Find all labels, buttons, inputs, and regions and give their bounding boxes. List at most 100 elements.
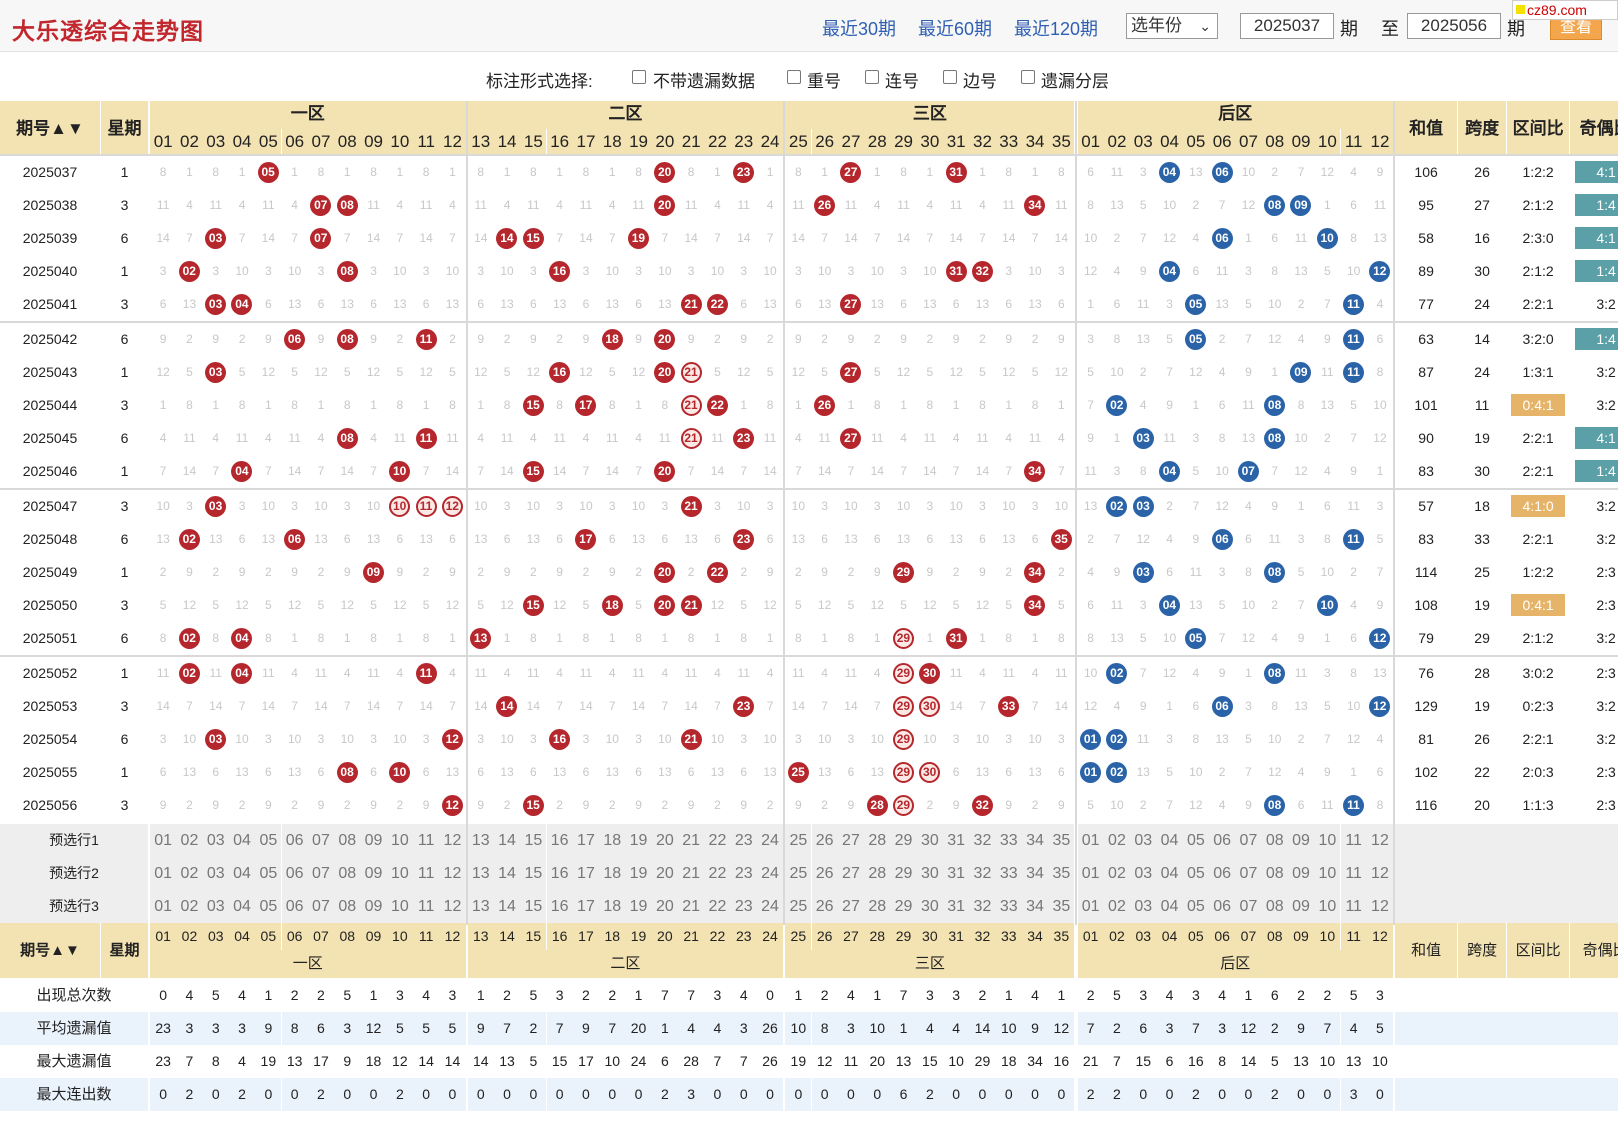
back-ball[interactable]: 12 xyxy=(1369,628,1391,649)
omission-cell[interactable]: 14 xyxy=(552,464,567,478)
period-cell[interactable]: 2025056 xyxy=(22,797,78,813)
preselect-number[interactable]: 22 xyxy=(704,857,731,890)
stats-cell[interactable]: 1 xyxy=(1048,979,1075,1012)
omission-cell[interactable]: 10 xyxy=(605,732,619,746)
preselect-number[interactable]: 26 xyxy=(811,857,838,890)
omission-cell[interactable]: 3 xyxy=(979,499,986,513)
stats-cell[interactable]: 2 xyxy=(281,979,308,1012)
front-number-header[interactable]: 31 xyxy=(943,128,970,156)
omission-cell[interactable]: 2 xyxy=(343,798,351,812)
stats-cell[interactable]: 0 xyxy=(811,1078,838,1111)
omission-cell[interactable]: 14 xyxy=(684,699,698,713)
omission-cell[interactable]: 14 xyxy=(817,464,832,478)
back-number-header[interactable]: 09 xyxy=(1287,128,1315,156)
span-cell[interactable]: 19 xyxy=(1474,597,1490,613)
omission-cell[interactable]: 11 xyxy=(419,198,433,212)
omission-cell[interactable]: 5 xyxy=(396,365,404,379)
omission-cell[interactable]: 10 xyxy=(474,499,488,513)
omission-cell[interactable]: 1 xyxy=(1087,297,1094,311)
omission-cell[interactable]: 11 xyxy=(1321,798,1334,812)
omission-cell[interactable]: 11 xyxy=(1055,198,1068,212)
front-ball[interactable]: 33 xyxy=(998,696,1020,717)
omission-cell[interactable]: 2 xyxy=(1031,332,1039,346)
back-number-header[interactable]: 02 xyxy=(1103,128,1131,156)
omission-cell[interactable]: 1 xyxy=(635,398,642,412)
stats-cell[interactable]: 1 xyxy=(785,979,812,1012)
omission-cell[interactable]: 6 xyxy=(926,532,934,546)
preselect-number[interactable]: 35 xyxy=(1048,890,1075,923)
preselect-number[interactable]: 30 xyxy=(916,857,943,890)
omission-cell[interactable]: 3 xyxy=(766,499,774,513)
stats-cell[interactable]: 1 xyxy=(467,979,494,1012)
stats-cell[interactable]: 21 xyxy=(1077,1045,1104,1078)
omission-cell[interactable]: 10 xyxy=(1346,264,1361,278)
omission-cell[interactable]: 4 xyxy=(1113,699,1121,713)
omission-cell[interactable]: 11 xyxy=(235,431,249,445)
front-number-header[interactable]: 29 xyxy=(890,128,917,156)
preselect-number[interactable]: 25 xyxy=(785,857,812,890)
omission-cell[interactable]: 12 xyxy=(366,365,381,379)
footer-front-number[interactable]: 03 xyxy=(202,923,229,950)
front-ball[interactable]: 21 xyxy=(680,496,702,517)
omission-cell[interactable]: 1 xyxy=(317,398,325,412)
omission-cell[interactable]: 6 xyxy=(396,532,404,546)
omission-cell[interactable]: 12 xyxy=(1083,699,1098,713)
omission-cell[interactable]: 11 xyxy=(711,431,724,445)
stats-cell[interactable]: 3 xyxy=(1366,979,1394,1012)
oddeven-cell[interactable]: 2:3 xyxy=(1596,564,1616,580)
ratio-cell[interactable]: 0:4:1 xyxy=(1511,594,1566,616)
front-ball[interactable]: 22 xyxy=(706,294,728,315)
oddeven-cell[interactable]: 3:2 xyxy=(1596,397,1616,413)
omission-cell[interactable]: 13 xyxy=(870,765,884,779)
omission-cell[interactable]: 5 xyxy=(1087,798,1094,812)
omission-cell[interactable]: 2 xyxy=(1139,365,1147,379)
stats-cell[interactable]: 5 xyxy=(439,1012,466,1045)
omission-cell[interactable]: 11 xyxy=(792,666,805,680)
omission-cell[interactable]: 6 xyxy=(821,532,828,546)
omission-cell[interactable]: 8 xyxy=(238,398,246,412)
sum-cell[interactable]: 83 xyxy=(1418,463,1434,479)
omission-cell[interactable]: 10 xyxy=(817,732,832,746)
preselect-number[interactable]: 19 xyxy=(625,857,652,890)
front-ball[interactable]: 20 xyxy=(654,162,676,183)
omission-cell[interactable]: 7 xyxy=(1297,165,1305,179)
omission-cell[interactable]: 8 xyxy=(422,165,430,179)
front-ball[interactable]: 18 xyxy=(601,595,623,616)
stats-cell[interactable]: 5 xyxy=(413,1012,440,1045)
oddeven-cell[interactable]: 3:2 xyxy=(1596,630,1616,646)
omission-cell[interactable]: 10 xyxy=(949,499,963,513)
front-number-header[interactable]: 03 xyxy=(202,128,229,156)
omission-cell[interactable]: 2 xyxy=(635,565,642,579)
ratio-cell[interactable]: 1:1:3 xyxy=(1522,797,1554,813)
back-ball[interactable]: 04 xyxy=(1158,261,1180,282)
omission-cell[interactable]: 2 xyxy=(238,332,246,346)
footer-front-number[interactable]: 12 xyxy=(439,923,466,950)
omission-cell[interactable]: 7 xyxy=(238,231,246,245)
omission-cell[interactable]: 13 xyxy=(975,297,990,311)
omission-cell[interactable]: 2 xyxy=(1218,765,1226,779)
omission-cell[interactable]: 8 xyxy=(1376,365,1384,379)
footer-front-number[interactable]: 09 xyxy=(360,923,387,950)
front-number-header[interactable]: 25 xyxy=(785,128,812,156)
omission-cell[interactable]: 13 xyxy=(605,297,619,311)
omission-cell[interactable]: 14 xyxy=(896,231,911,245)
front-ball[interactable]: 31 xyxy=(945,628,967,649)
omission-cell[interactable]: 9 xyxy=(926,565,934,579)
omission-cell[interactable]: 1 xyxy=(1031,631,1039,645)
back-ball[interactable]: 08 xyxy=(1264,795,1286,816)
front-number-header[interactable]: 02 xyxy=(176,128,203,156)
omission-cell[interactable]: 6 xyxy=(422,297,430,311)
omission-cell[interactable]: 11 xyxy=(446,431,459,445)
stats-cell[interactable]: 0 xyxy=(546,1078,573,1111)
front-ball[interactable]: 08 xyxy=(336,762,358,783)
front-number-header[interactable]: 07 xyxy=(307,128,335,156)
omission-cell[interactable]: 11 xyxy=(262,198,275,212)
preselect-number[interactable]: 12 xyxy=(439,890,466,923)
omission-cell[interactable]: 6 xyxy=(740,765,748,779)
period-cell[interactable]: 2025053 xyxy=(22,698,78,714)
stats-cell[interactable]: 13 xyxy=(493,1045,521,1078)
ratio-cell[interactable]: 2:1:2 xyxy=(1522,263,1554,279)
front-number-header[interactable]: 15 xyxy=(520,128,547,156)
back-ball[interactable]: 12 xyxy=(1369,696,1391,717)
omission-cell[interactable]: 13 xyxy=(1294,264,1308,278)
